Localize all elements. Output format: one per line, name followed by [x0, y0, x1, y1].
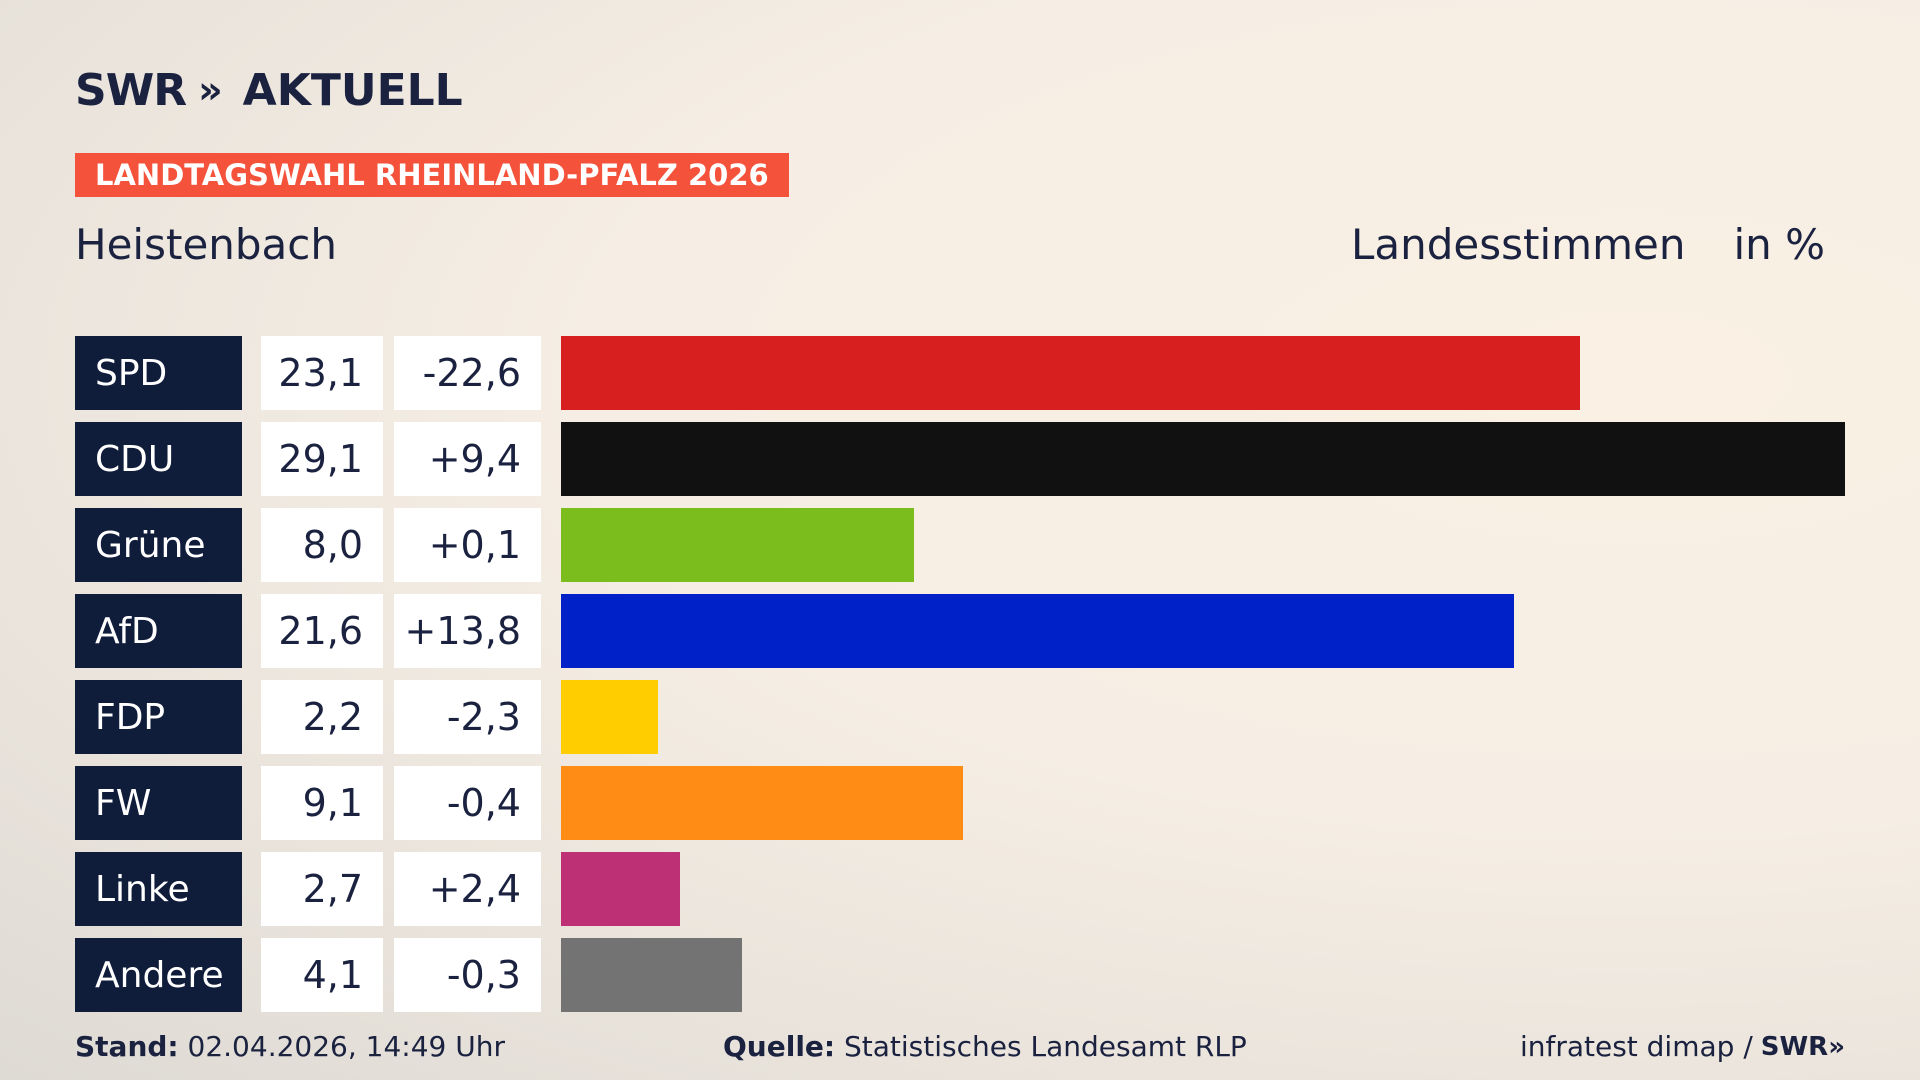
credit-swr-text: SWR — [1760, 1031, 1829, 1062]
vote-share-label: 23,1 — [261, 336, 383, 410]
change-label: -2,3 — [394, 680, 541, 754]
measure-unit: in % — [1733, 220, 1825, 269]
result-row: AfD 21,6 +13,8 — [75, 594, 1847, 668]
result-row: Grüne 8,0 +0,1 — [75, 508, 1847, 582]
vote-share-label: 2,7 — [261, 852, 383, 926]
vote-share-bar — [561, 336, 1580, 410]
stand-label: Stand: — [75, 1030, 179, 1063]
place-title: Heistenbach — [75, 220, 338, 269]
credit-chevron-icon: » — [1828, 1031, 1845, 1062]
party-label: FW — [75, 766, 242, 840]
vote-share-label: 9,1 — [261, 766, 383, 840]
party-label: AfD — [75, 594, 242, 668]
credit-swr-logo: SWR» — [1761, 1032, 1845, 1062]
footer-credit: infratest dimap / SWR» — [1520, 1030, 1845, 1063]
party-label: Grüne — [75, 508, 242, 582]
result-row: Andere 4,1 -0,3 — [75, 938, 1847, 1012]
swr-aktuell-logo: SWR » AKTUELL — [75, 64, 463, 116]
change-label: +9,4 — [394, 422, 541, 496]
vote-share-label: 21,6 — [261, 594, 383, 668]
result-row: FDP 2,2 -2,3 — [75, 680, 1847, 754]
footer-quelle: Quelle: Statistisches Landesamt RLP — [723, 1030, 1247, 1063]
result-row: CDU 29,1 +9,4 — [75, 422, 1847, 496]
vote-share-label: 4,1 — [261, 938, 383, 1012]
vote-share-label: 2,2 — [261, 680, 383, 754]
vote-share-bar — [561, 594, 1514, 668]
vote-share-bar — [561, 852, 680, 926]
measure-header: Landesstimmen in % — [1351, 220, 1825, 269]
credit-text: infratest dimap / — [1519, 1030, 1753, 1063]
change-label: +13,8 — [394, 594, 541, 668]
logo-swr-text: SWR — [75, 64, 187, 116]
party-label: Andere — [75, 938, 242, 1012]
change-label: +2,4 — [394, 852, 541, 926]
party-label: Linke — [75, 852, 242, 926]
vote-share-label: 8,0 — [261, 508, 383, 582]
logo-chevron-icon: » — [198, 68, 222, 112]
change-label: +0,1 — [394, 508, 541, 582]
vote-share-bar — [561, 766, 963, 840]
change-label: -22,6 — [394, 336, 541, 410]
logo-aktuell-text: AKTUELL — [242, 64, 463, 116]
party-label: CDU — [75, 422, 242, 496]
measure-label: Landesstimmen — [1351, 220, 1686, 269]
footer-stand: Stand: 02.04.2026, 14:49 Uhr — [75, 1030, 505, 1063]
vote-share-label: 29,1 — [261, 422, 383, 496]
party-label: FDP — [75, 680, 242, 754]
party-label: SPD — [75, 336, 242, 410]
vote-share-bar — [561, 680, 658, 754]
quelle-label: Quelle: — [723, 1030, 836, 1063]
vote-share-bar — [561, 508, 914, 582]
vote-share-bar — [561, 422, 1845, 496]
result-row: SPD 23,1 -22,6 — [75, 336, 1847, 410]
result-row: Linke 2,7 +2,4 — [75, 852, 1847, 926]
change-label: -0,4 — [394, 766, 541, 840]
election-tag: LANDTAGSWAHL RHEINLAND-PFALZ 2026 — [75, 153, 789, 197]
stand-value: 02.04.2026, 14:49 Uhr — [187, 1030, 505, 1063]
change-label: -0,3 — [394, 938, 541, 1012]
result-row: FW 9,1 -0,4 — [75, 766, 1847, 840]
vote-share-bar — [561, 938, 742, 1012]
quelle-value: Statistisches Landesamt RLP — [844, 1030, 1247, 1063]
